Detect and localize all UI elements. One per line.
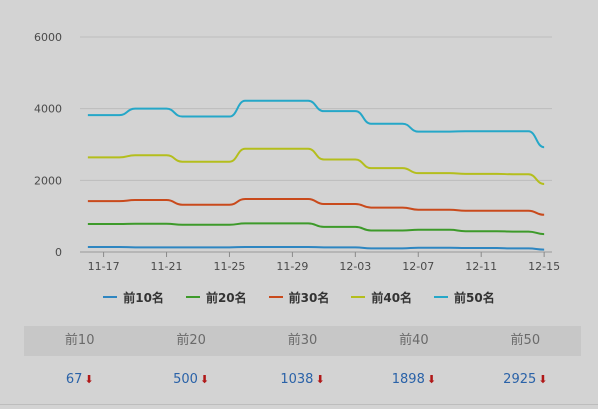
legend-swatch-icon [185,296,200,298]
summary-cell-top30: 1038 ⬇ [247,366,358,394]
series-line-top20[interactable] [87,222,545,236]
legend-label: 前20名 [205,290,247,305]
legend-swatch-icon [434,296,449,298]
summary-value-top10[interactable]: 67 [65,372,83,387]
x-tick-label: 11-17 [88,260,120,273]
summary-cell-top40: 1898 ⬇ [358,366,469,394]
summary-values-row: 67 ⬇ 500 ⬇ 1038 ⬇ 1898 ⬇ 2925 ⬇ [24,366,581,394]
axes: 0 2000 4000 6000 11-17 11-21 11-25 11-29 12-03 12… [34,31,560,273]
summary-cell-top50: 2925 ⬇ [470,366,581,394]
summary-header-top10: 前10 [64,333,95,348]
summary-header-top40: 前40 [399,333,429,348]
bottom-divider [0,404,598,405]
grid-lines [80,36,552,253]
down-arrow-icon: ⬇ [538,373,548,386]
y-tick-label: 2000 [34,174,62,187]
down-arrow-icon: ⬇ [426,373,437,386]
summary-cell-top10: 67 ⬇ [24,366,135,394]
summary-cell-top20: 500 ⬇ [135,366,246,394]
summary-header-top50: 前50 [510,333,541,348]
x-tick-label: 11-21 [151,260,183,273]
summary-value-top20[interactable]: 500 [173,372,198,387]
legend-label: 前50名 [454,290,495,305]
series-line-top50[interactable] [87,99,545,149]
legend-item-top40[interactable]: 前40名 [351,288,412,306]
summary-header-top20: 前20 [176,333,206,348]
legend-item-top20[interactable]: 前20名 [185,288,247,306]
summary-value-top40[interactable]: 1898 [391,372,425,387]
x-tick-label: 12-07 [402,260,434,273]
line-chart: 0 2000 4000 6000 11-17 11-21 11-25 11-29 12-03 12… [34,31,560,273]
x-tick-label: 11-29 [276,260,308,273]
summary-value-top30[interactable]: 1038 [280,372,314,387]
legend-label: 前40名 [371,290,413,305]
down-arrow-icon: ⬇ [199,373,210,386]
summary-header-row: 前10 前20 前30 前40 前50 [24,326,581,356]
legend-swatch-icon [268,296,283,298]
legend-swatch-icon [351,296,366,298]
series-lines[interactable] [87,99,545,251]
x-tick-label: 11-25 [213,260,245,273]
y-tick-label: 4000 [34,103,62,116]
y-tick-label: 6000 [34,31,62,44]
x-tick-label: 12-15 [528,260,560,273]
y-tick-label: 0 [55,246,62,259]
down-arrow-icon: ⬇ [84,373,94,386]
series-line-top40[interactable] [87,147,545,185]
legend-label: 前10名 [123,290,164,305]
legend-item-top30[interactable]: 前30名 [268,288,330,306]
summary-header-top30: 前30 [287,333,318,348]
legend-label: 前30名 [288,290,330,305]
legend-swatch-icon [103,296,118,298]
down-arrow-icon: ⬇ [315,373,325,386]
legend-item-top10[interactable]: 前10名 [103,288,164,306]
series-line-top30[interactable] [87,197,545,216]
summary-value-top50[interactable]: 2925 [503,372,537,387]
legend-item-top50[interactable]: 前50名 [434,288,495,306]
x-tick-label: 12-11 [465,260,497,273]
chart-legend[interactable]: 前10名 前20名 前30名 前40名 前50名 [0,288,598,306]
series-line-top10[interactable] [87,245,545,251]
x-tick-label: 12-03 [339,260,371,273]
